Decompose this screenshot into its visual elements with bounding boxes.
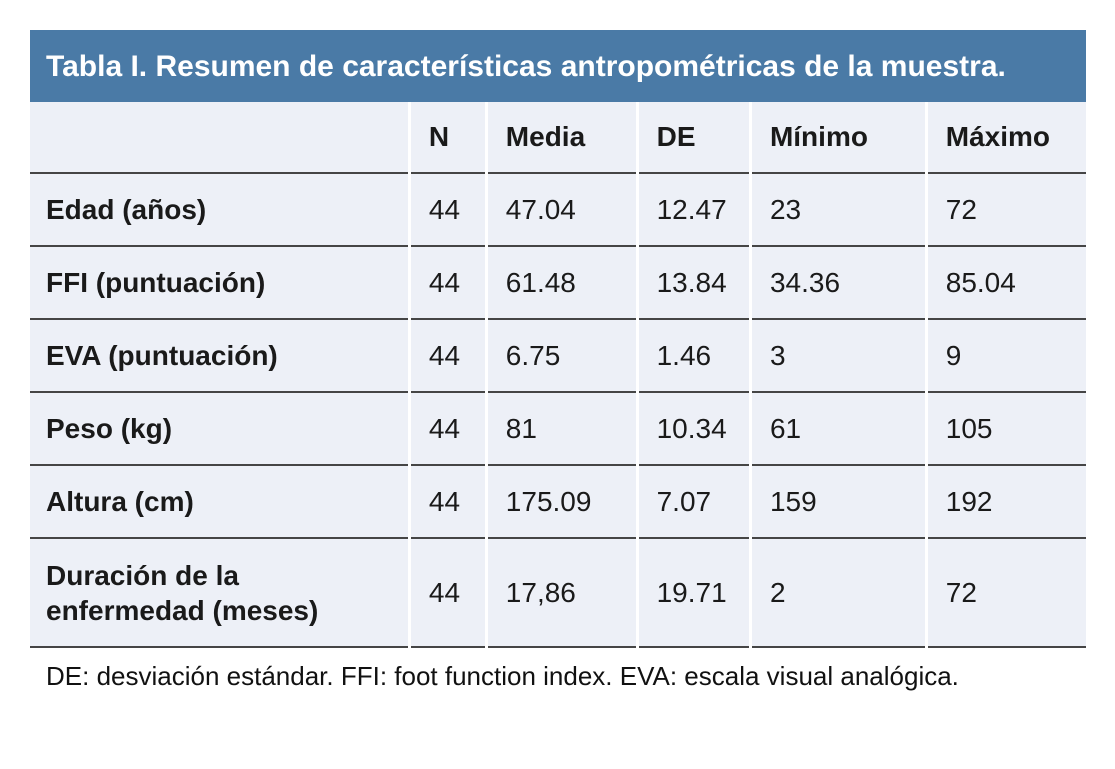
cell-value: 175.09 bbox=[487, 466, 636, 539]
column-header-empty bbox=[30, 102, 408, 174]
table-row: Duración de la enfermedad (meses) 44 17,… bbox=[30, 539, 1086, 648]
cell-value: 2 bbox=[751, 539, 925, 648]
cell-value: 61.48 bbox=[487, 247, 636, 320]
column-header-maximo: Máximo bbox=[927, 102, 1086, 174]
table-row: Altura (cm) 44 175.09 7.07 159 192 bbox=[30, 466, 1086, 539]
table-footnote: DE: desviación estándar. FFI: foot funct… bbox=[46, 661, 959, 691]
row-label: Peso (kg) bbox=[30, 393, 408, 466]
cell-value: 44 bbox=[410, 393, 485, 466]
cell-value: 85.04 bbox=[927, 247, 1086, 320]
column-header-media: Media bbox=[487, 102, 636, 174]
cell-value: 44 bbox=[410, 539, 485, 648]
cell-value: 44 bbox=[410, 247, 485, 320]
table-card: Tabla I. Resumen de características antr… bbox=[30, 30, 1086, 692]
cell-value: 13.84 bbox=[638, 247, 749, 320]
cell-value: 1.46 bbox=[638, 320, 749, 393]
cell-value: 34.36 bbox=[751, 247, 925, 320]
table-title-bar: Tabla I. Resumen de características antr… bbox=[30, 30, 1086, 102]
cell-value: 44 bbox=[410, 174, 485, 247]
cell-value: 81 bbox=[487, 393, 636, 466]
cell-value: 44 bbox=[410, 320, 485, 393]
cell-value: 105 bbox=[927, 393, 1086, 466]
cell-value: 192 bbox=[927, 466, 1086, 539]
cell-value: 17,86 bbox=[487, 539, 636, 648]
cell-value: 7.07 bbox=[638, 466, 749, 539]
table-title: Tabla I. Resumen de características antr… bbox=[46, 50, 1006, 83]
cell-value: 10.34 bbox=[638, 393, 749, 466]
cell-value: 6.75 bbox=[487, 320, 636, 393]
row-label: EVA (puntuación) bbox=[30, 320, 408, 393]
table-row: EVA (puntuación) 44 6.75 1.46 3 9 bbox=[30, 320, 1086, 393]
row-label: Duración de la enfermedad (meses) bbox=[30, 539, 408, 648]
cell-value: 12.47 bbox=[638, 174, 749, 247]
header-row: N Media DE Mínimo Máximo bbox=[30, 102, 1086, 174]
cell-value: 61 bbox=[751, 393, 925, 466]
row-label: FFI (puntuación) bbox=[30, 247, 408, 320]
cell-value: 3 bbox=[751, 320, 925, 393]
table-row: Edad (años) 44 47.04 12.47 23 72 bbox=[30, 174, 1086, 247]
cell-value: 72 bbox=[927, 174, 1086, 247]
cell-value: 72 bbox=[927, 539, 1086, 648]
column-header-minimo: Mínimo bbox=[751, 102, 925, 174]
cell-value: 9 bbox=[927, 320, 1086, 393]
anthropometric-table: N Media DE Mínimo Máximo Edad (años) 44 … bbox=[27, 102, 1089, 648]
cell-value: 44 bbox=[410, 466, 485, 539]
row-label: Edad (años) bbox=[30, 174, 408, 247]
column-header-de: DE bbox=[638, 102, 749, 174]
cell-value: 19.71 bbox=[638, 539, 749, 648]
cell-value: 47.04 bbox=[487, 174, 636, 247]
row-label: Altura (cm) bbox=[30, 466, 408, 539]
cell-value: 159 bbox=[751, 466, 925, 539]
table-row: Peso (kg) 44 81 10.34 61 105 bbox=[30, 393, 1086, 466]
table-row: FFI (puntuación) 44 61.48 13.84 34.36 85… bbox=[30, 247, 1086, 320]
cell-value: 23 bbox=[751, 174, 925, 247]
column-header-n: N bbox=[410, 102, 485, 174]
